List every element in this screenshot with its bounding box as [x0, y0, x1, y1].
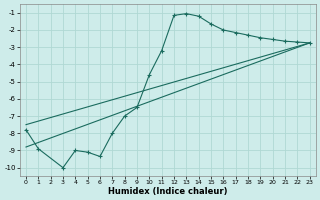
X-axis label: Humidex (Indice chaleur): Humidex (Indice chaleur)	[108, 187, 228, 196]
